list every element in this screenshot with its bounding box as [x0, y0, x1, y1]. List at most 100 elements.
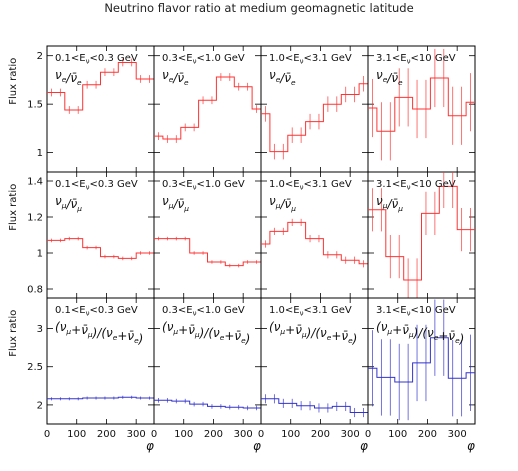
energy-range-label: 0.1<Eν<0.3 GeV	[55, 53, 138, 66]
energy-range-label: 3.1<Eν<10 GeV	[376, 53, 456, 66]
ratio-label: (νμ+ν̄μ)/(νe+ν̄e)	[376, 320, 464, 346]
panel-plot-area	[154, 236, 261, 268]
panel-frame	[260, 45, 369, 173]
y-tick-label: 3	[37, 324, 43, 335]
panel-plot-area	[261, 76, 368, 160]
y-tick-label: 1	[37, 148, 43, 159]
energy-range-label: 0.3<Eν<1.0 GeV	[162, 179, 245, 192]
panel-r1-c0: 0.8 1 1.2 1.4 0.1<Eν<0.3 GeV νμ/ν̄μ	[27, 171, 155, 299]
x-axis-label: φ	[253, 439, 261, 453]
y-tick-label: 2	[37, 400, 43, 411]
ratio-label: (νμ+ν̄μ)/(νe+ν̄e)	[162, 320, 250, 346]
panel-plot-area	[154, 398, 261, 411]
step-series	[261, 83, 368, 153]
step-series	[368, 77, 475, 132]
panel-frame	[153, 171, 262, 299]
ratio-label: νe/ν̄e	[269, 68, 296, 87]
x-tick-label: 0	[258, 429, 264, 440]
y-tick-label: 0.8	[27, 285, 43, 296]
ratio-label: νμ/ν̄μ	[269, 194, 296, 213]
step-series	[154, 238, 261, 267]
panel-plot-area	[261, 218, 368, 268]
x-axis-label: φ	[467, 439, 475, 453]
x-tick-label: 300	[341, 429, 360, 440]
x-tick-label: 200	[204, 429, 223, 440]
panel-plot-area	[368, 48, 475, 161]
step-series	[368, 185, 475, 281]
panel-r0-c3: 3.1<Eν<10 GeV νe/ν̄e	[367, 45, 476, 173]
step-series	[47, 62, 154, 111]
ratio-label: νμ/ν̄μ	[376, 194, 403, 213]
ratio-label: νe/ν̄e	[162, 68, 189, 87]
panel-plot-area	[368, 172, 475, 298]
panel-plot-area	[368, 299, 475, 421]
panel-plot-area	[261, 394, 368, 418]
x-tick-label: 200	[97, 429, 116, 440]
ratio-label: νμ/ν̄μ	[162, 194, 189, 213]
step-series	[261, 398, 368, 413]
panel-plot-area	[47, 395, 154, 401]
panel-plot-area	[47, 58, 154, 114]
x-tick-label: 300	[448, 429, 467, 440]
panel-r1-c2: 1.0<Eν<3.1 GeV νμ/ν̄μ	[260, 171, 369, 299]
panel-r2-c0: 2 2.5 3 0 100 200 300 0.1<Eν<0.3 GeV (νμ+ν̄μ)/(ν…	[27, 297, 155, 440]
panel-r0-c0: 1 1.5 2 0.1<Eν<0.3 GeV νe/ν̄e	[27, 45, 155, 173]
x-tick-label: 100	[281, 429, 300, 440]
figure-title: Neutrino flavor ratio at medium geomagne…	[104, 1, 414, 15]
y-tick-label: 1.5	[27, 100, 43, 111]
ratio-label: νμ/ν̄μ	[55, 194, 82, 213]
x-tick-label: 300	[127, 429, 146, 440]
x-tick-label: 100	[67, 429, 86, 440]
x-axis-label: φ	[360, 439, 368, 453]
energy-range-label: 3.1<Eν<10 GeV	[376, 305, 456, 318]
x-tick-label: 0	[151, 429, 157, 440]
panel-plot-area	[154, 73, 261, 143]
panel-plot-area	[47, 236, 154, 261]
x-tick-label: 200	[418, 429, 437, 440]
x-tick-label: 100	[388, 429, 407, 440]
x-tick-label: 0	[44, 429, 50, 440]
energy-range-label: 1.0<Eν<3.1 GeV	[269, 305, 352, 318]
y-tick-label: 1.4	[27, 177, 43, 188]
x-tick-label: 300	[234, 429, 253, 440]
ratio-label: νe/ν̄e	[376, 68, 403, 87]
x-tick-label: 0	[365, 429, 371, 440]
energy-range-label: 0.3<Eν<1.0 GeV	[162, 305, 245, 318]
panel-r2-c3: 0 100 200 300 3.1<Eν<10 GeV (νμ+ν̄μ)/(νe+ν̄e)	[365, 297, 476, 440]
step-series	[154, 399, 261, 409]
panel-frame	[260, 297, 369, 425]
y-tick-label: 1	[37, 249, 43, 260]
panel-r0-c1: 0.3<Eν<1.0 GeV νe/ν̄e	[153, 45, 262, 173]
y-tick-label: 2	[37, 51, 43, 62]
energy-range-label: 0.1<Eν<0.3 GeV	[55, 179, 138, 192]
energy-range-label: 0.3<Eν<1.0 GeV	[162, 53, 245, 66]
energy-range-label: 3.1<Eν<10 GeV	[376, 179, 456, 192]
ratio-label: (νμ+ν̄μ)/(νe+ν̄e)	[55, 320, 143, 346]
step-series	[47, 238, 154, 259]
panel-frame	[46, 171, 155, 299]
panel-frame	[367, 297, 476, 425]
ratio-label: (νμ+ν̄μ)/(νe+ν̄e)	[269, 320, 357, 346]
x-axis-label: φ	[146, 439, 154, 453]
y-axis-label: Flux ratio	[8, 310, 19, 357]
step-series	[368, 337, 475, 383]
step-series	[154, 76, 261, 140]
energy-range-label: 0.1<Eν<0.3 GeV	[55, 305, 138, 318]
energy-range-label: 1.0<Eν<3.1 GeV	[269, 53, 352, 66]
ratio-label: νe/ν̄e	[55, 68, 82, 87]
step-series	[261, 221, 368, 265]
panel-r0-c2: 1.0<Eν<3.1 GeV νe/ν̄e	[260, 45, 369, 173]
panel-frame	[260, 171, 369, 299]
panel-r2-c2: 0 100 200 300 1.0<Eν<3.1 GeV (νμ+ν̄μ)/(νe+ν̄e…	[258, 297, 369, 440]
y-tick-label: 1.2	[27, 213, 43, 224]
panel-r1-c1: 0.3<Eν<1.0 GeV νμ/ν̄μ	[153, 171, 262, 299]
panel-r2-c1: 0 100 200 300 0.3<Eν<1.0 GeV (νμ+ν̄μ)/(νe+ν̄e…	[151, 297, 262, 440]
step-series	[47, 396, 154, 400]
panel-frame	[46, 45, 155, 173]
panel-frame	[153, 45, 262, 173]
y-axis-label: Flux ratio	[8, 184, 19, 231]
energy-range-label: 1.0<Eν<3.1 GeV	[269, 179, 352, 192]
x-tick-label: 200	[311, 429, 330, 440]
y-tick-label: 2.5	[27, 362, 43, 373]
